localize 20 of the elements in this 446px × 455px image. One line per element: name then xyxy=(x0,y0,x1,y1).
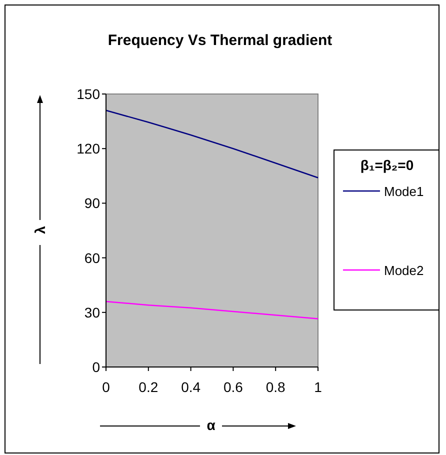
x-axis-title: α xyxy=(206,417,216,433)
y-axis-title: λ xyxy=(32,226,48,234)
x-tick-label: 0.2 xyxy=(138,379,158,395)
chart-title: Frequency Vs Thermal gradient xyxy=(108,32,332,49)
legend-label: Mode2 xyxy=(384,263,424,278)
x-tick-label: 1 xyxy=(314,379,322,395)
line-series xyxy=(105,300,319,320)
x-tick-label: 0.4 xyxy=(181,379,201,395)
x-tick-label: 0 xyxy=(102,379,110,395)
x-tick-label: 0.6 xyxy=(223,379,244,395)
x-tick-label: 0.8 xyxy=(266,379,286,395)
y-tick-label: 60 xyxy=(84,250,100,266)
y-tick-label: 0 xyxy=(92,359,100,375)
legend-title: β₁=β₂=0 xyxy=(360,157,414,173)
y-tick-label: 90 xyxy=(84,195,100,212)
legend-label: Mode1 xyxy=(384,184,424,199)
y-tick-label: 150 xyxy=(76,86,100,102)
y-tick-label: 120 xyxy=(76,140,100,157)
line-series xyxy=(105,110,319,178)
y-tick-label: 30 xyxy=(84,304,100,320)
